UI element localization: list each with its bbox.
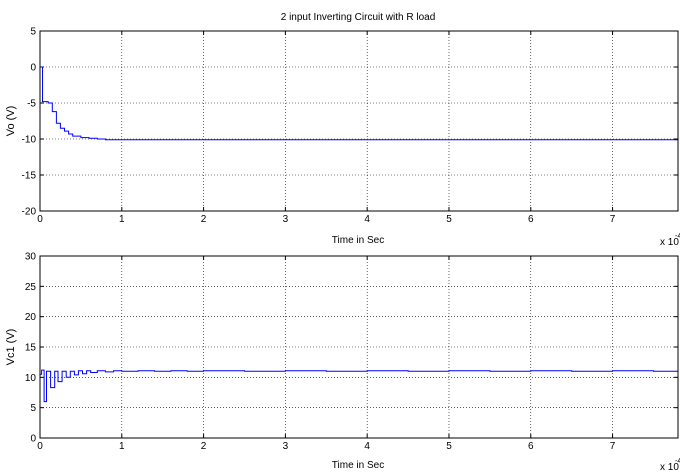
x-tick-label: 4 [364,214,370,225]
x-tick-label: 1 [119,441,125,452]
y-tick-label: 15 [25,343,37,354]
x-tick-label: 1 [119,214,125,225]
x-tick-label: 3 [283,441,289,452]
y-tick-label: 0 [30,434,36,445]
y-tick-label: 30 [25,252,37,263]
chart-title: 2 input Inverting Circuit with R load [281,12,436,23]
x-axis-label: Time in Sec [332,460,384,471]
y-tick-labels: -20 -15 -10 -5 0 5 [22,27,37,218]
x-multiplier-base: x 10 [660,462,679,473]
plot-frame [39,255,679,439]
grid-lines [40,256,678,438]
x-tick-labels: 0 1 2 3 4 5 6 7 [37,441,616,452]
y-tick-label: 25 [25,282,37,293]
y-tick-label: 20 [25,312,37,323]
x-tick-label: 0 [37,441,43,452]
y-tick-label: 10 [25,373,37,384]
x-tick-label: 7 [610,214,616,225]
series-vo-line [40,66,678,141]
y-tick-label: 5 [30,27,36,38]
x-tick-label: 2 [201,214,207,225]
y-tick-label: -5 [27,99,36,110]
chart-vo: 2 input Inverting Circuit with R load 0 1… [5,12,680,248]
grid-lines [40,31,678,211]
x-tick-label: 2 [201,441,207,452]
y-tick-label: 0 [30,63,36,74]
chart-vc1: 0 1 2 3 4 5 6 7 0 5 10 15 20 25 30 Time in Sec Vc1 (V… [5,252,680,474]
x-tick-labels: 0 1 2 3 4 5 6 7 [37,214,616,225]
x-multiplier-exponent: -4 [675,458,680,465]
x-axis-label: Time in Sec [332,235,384,246]
y-tick-label: -20 [22,207,37,218]
x-axis-multiplier: x 10 -4 [660,458,680,473]
x-tick-label: 4 [364,441,370,452]
x-tick-label: 3 [283,214,289,225]
plot-frame [39,30,679,212]
x-tick-label: 6 [528,441,534,452]
y-tick-label: -15 [22,171,37,182]
x-tick-label: 7 [610,441,616,452]
y-tick-labels: 0 5 10 15 20 25 30 [25,252,37,445]
y-tick-label: 5 [30,403,36,414]
x-axis-multiplier: x 10 -4 [660,233,680,248]
y-axis-label: Vo (V) [5,106,17,137]
x-tick-label: 0 [37,214,43,225]
y-axis-label: Vc1 (V) [5,329,17,366]
series-vc1-line [40,369,678,403]
y-tick-label: -10 [22,135,37,146]
x-tick-label: 6 [528,214,534,225]
x-multiplier-exponent: -4 [675,233,680,240]
x-tick-label: 5 [446,441,452,452]
x-tick-label: 5 [446,214,452,225]
x-multiplier-base: x 10 [660,237,679,248]
